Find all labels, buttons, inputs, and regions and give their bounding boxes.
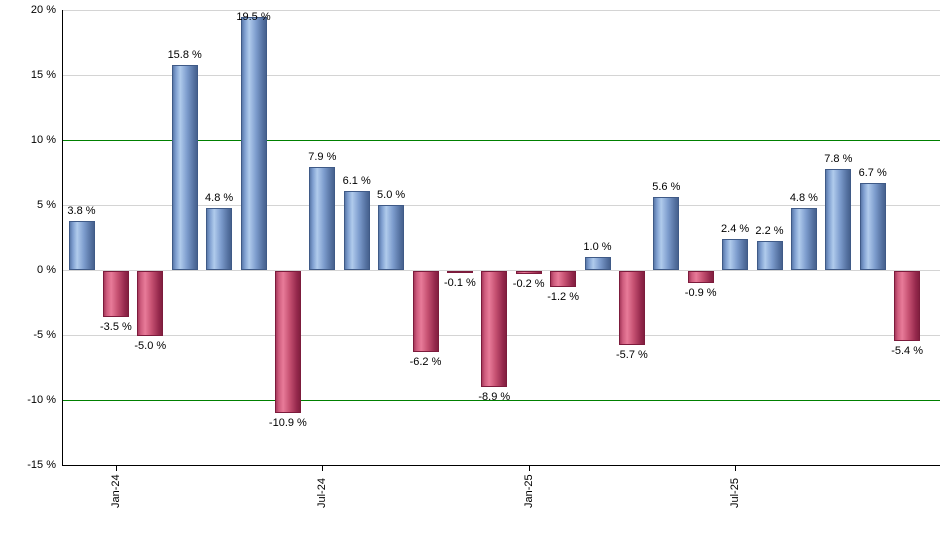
bar-Sep-24: [378, 205, 405, 270]
bar-value-label: 6.7 %: [858, 166, 887, 179]
bar-value-label: -10.9 %: [268, 416, 307, 429]
bar-value-label: -1.2 %: [547, 290, 579, 303]
bar-value-label: 6.1 %: [342, 174, 371, 187]
y-axis-tick-label: -15 %: [27, 459, 56, 471]
bar-Feb-25: [550, 271, 577, 287]
bar-value-label: 4.8 %: [205, 191, 234, 204]
bar-value-label: -8.9 %: [478, 390, 511, 403]
bar-Oct-24: [412, 271, 439, 352]
bar-value-label: -6.2 %: [409, 355, 442, 368]
bar-value-label: -0.2 %: [512, 277, 545, 290]
bar-value-label: 19.5 %: [236, 11, 271, 23]
bar-value-label: 4.8 %: [789, 191, 818, 204]
bar-value-label: -5.7 %: [615, 349, 648, 362]
bar-Oct-25: [825, 168, 852, 270]
y-axis-tick-label: 5 %: [37, 199, 56, 211]
bar-value-label: -0.1 %: [443, 276, 476, 289]
y-axis-tick-label: 15 %: [30, 69, 56, 81]
x-axis-label-Jul-25: Jul-25: [729, 478, 742, 508]
bar-value-label: -5.0 %: [134, 340, 167, 352]
bar-value-label: -0.9 %: [684, 286, 717, 299]
y-axis-tick-label: 0 %: [37, 264, 56, 276]
y-axis-tick-label: 20 %: [30, 4, 56, 16]
bar-Dec-23: [68, 220, 95, 270]
x-axis-label-Jan-24: Jan-24: [109, 474, 122, 508]
bar-Jul-24: [309, 167, 336, 270]
bar-value-label: 5.6 %: [652, 181, 681, 194]
gridline-0pct: [62, 270, 940, 271]
bar-value-label: 5.0 %: [377, 189, 406, 201]
reference-line-10pct: [62, 140, 940, 141]
bar-Jun-24: [274, 271, 301, 413]
bar-value-label: 2.4 %: [721, 222, 750, 235]
x-axis-tick: [115, 465, 117, 471]
bar-Feb-24: [137, 271, 164, 336]
gridline-20pct: [62, 10, 940, 11]
gridline-5pct: [62, 205, 940, 206]
bar-Aug-25: [756, 241, 783, 270]
bar-May-24: [240, 16, 267, 270]
bar-Sep-25: [790, 207, 817, 270]
bar-value-label: 7.8 %: [824, 152, 853, 165]
bar-May-25: [653, 197, 680, 270]
x-axis: [62, 465, 940, 466]
bar-value-label: -5.4 %: [891, 345, 923, 358]
bar-value-label: 1.0 %: [583, 241, 612, 253]
y-axis-tick-label: -10 %: [27, 394, 56, 406]
bar-value-label: 3.8 %: [67, 204, 96, 217]
bar-Dec-24: [481, 271, 508, 387]
bar-Jun-25: [687, 271, 714, 283]
bar-Nov-25: [859, 182, 886, 270]
bar-Mar-24: [171, 64, 198, 270]
bar-Nov-24: [446, 271, 473, 273]
bar-Jul-25: [722, 238, 749, 270]
bar-Apr-25: [618, 271, 645, 346]
bar-Dec-25: [894, 271, 921, 342]
x-axis-tick: [735, 465, 737, 471]
bar-value-label: 2.2 %: [755, 225, 784, 238]
x-axis-tick: [322, 465, 324, 471]
y-axis: [62, 10, 63, 466]
x-axis-label-Jan-25: Jan-25: [522, 474, 535, 508]
bar-Mar-25: [584, 257, 611, 270]
gridline-15pct: [62, 75, 940, 76]
y-axis-tick-label: -5 %: [33, 329, 56, 341]
bar-value-label: 15.8 %: [167, 48, 202, 61]
bar-Apr-24: [206, 207, 233, 270]
y-axis-tick-label: 10 %: [30, 134, 56, 146]
bar-Jan-25: [515, 271, 542, 274]
x-axis-tick: [528, 465, 530, 471]
bar-Jan-24: [102, 271, 129, 317]
bar-Aug-24: [343, 190, 370, 270]
bar-value-label: 7.9 %: [308, 151, 337, 164]
bar-value-label: -3.5 %: [99, 320, 132, 333]
reference-line--10pct: [62, 400, 940, 401]
x-axis-label-Jul-24: Jul-24: [316, 478, 329, 508]
